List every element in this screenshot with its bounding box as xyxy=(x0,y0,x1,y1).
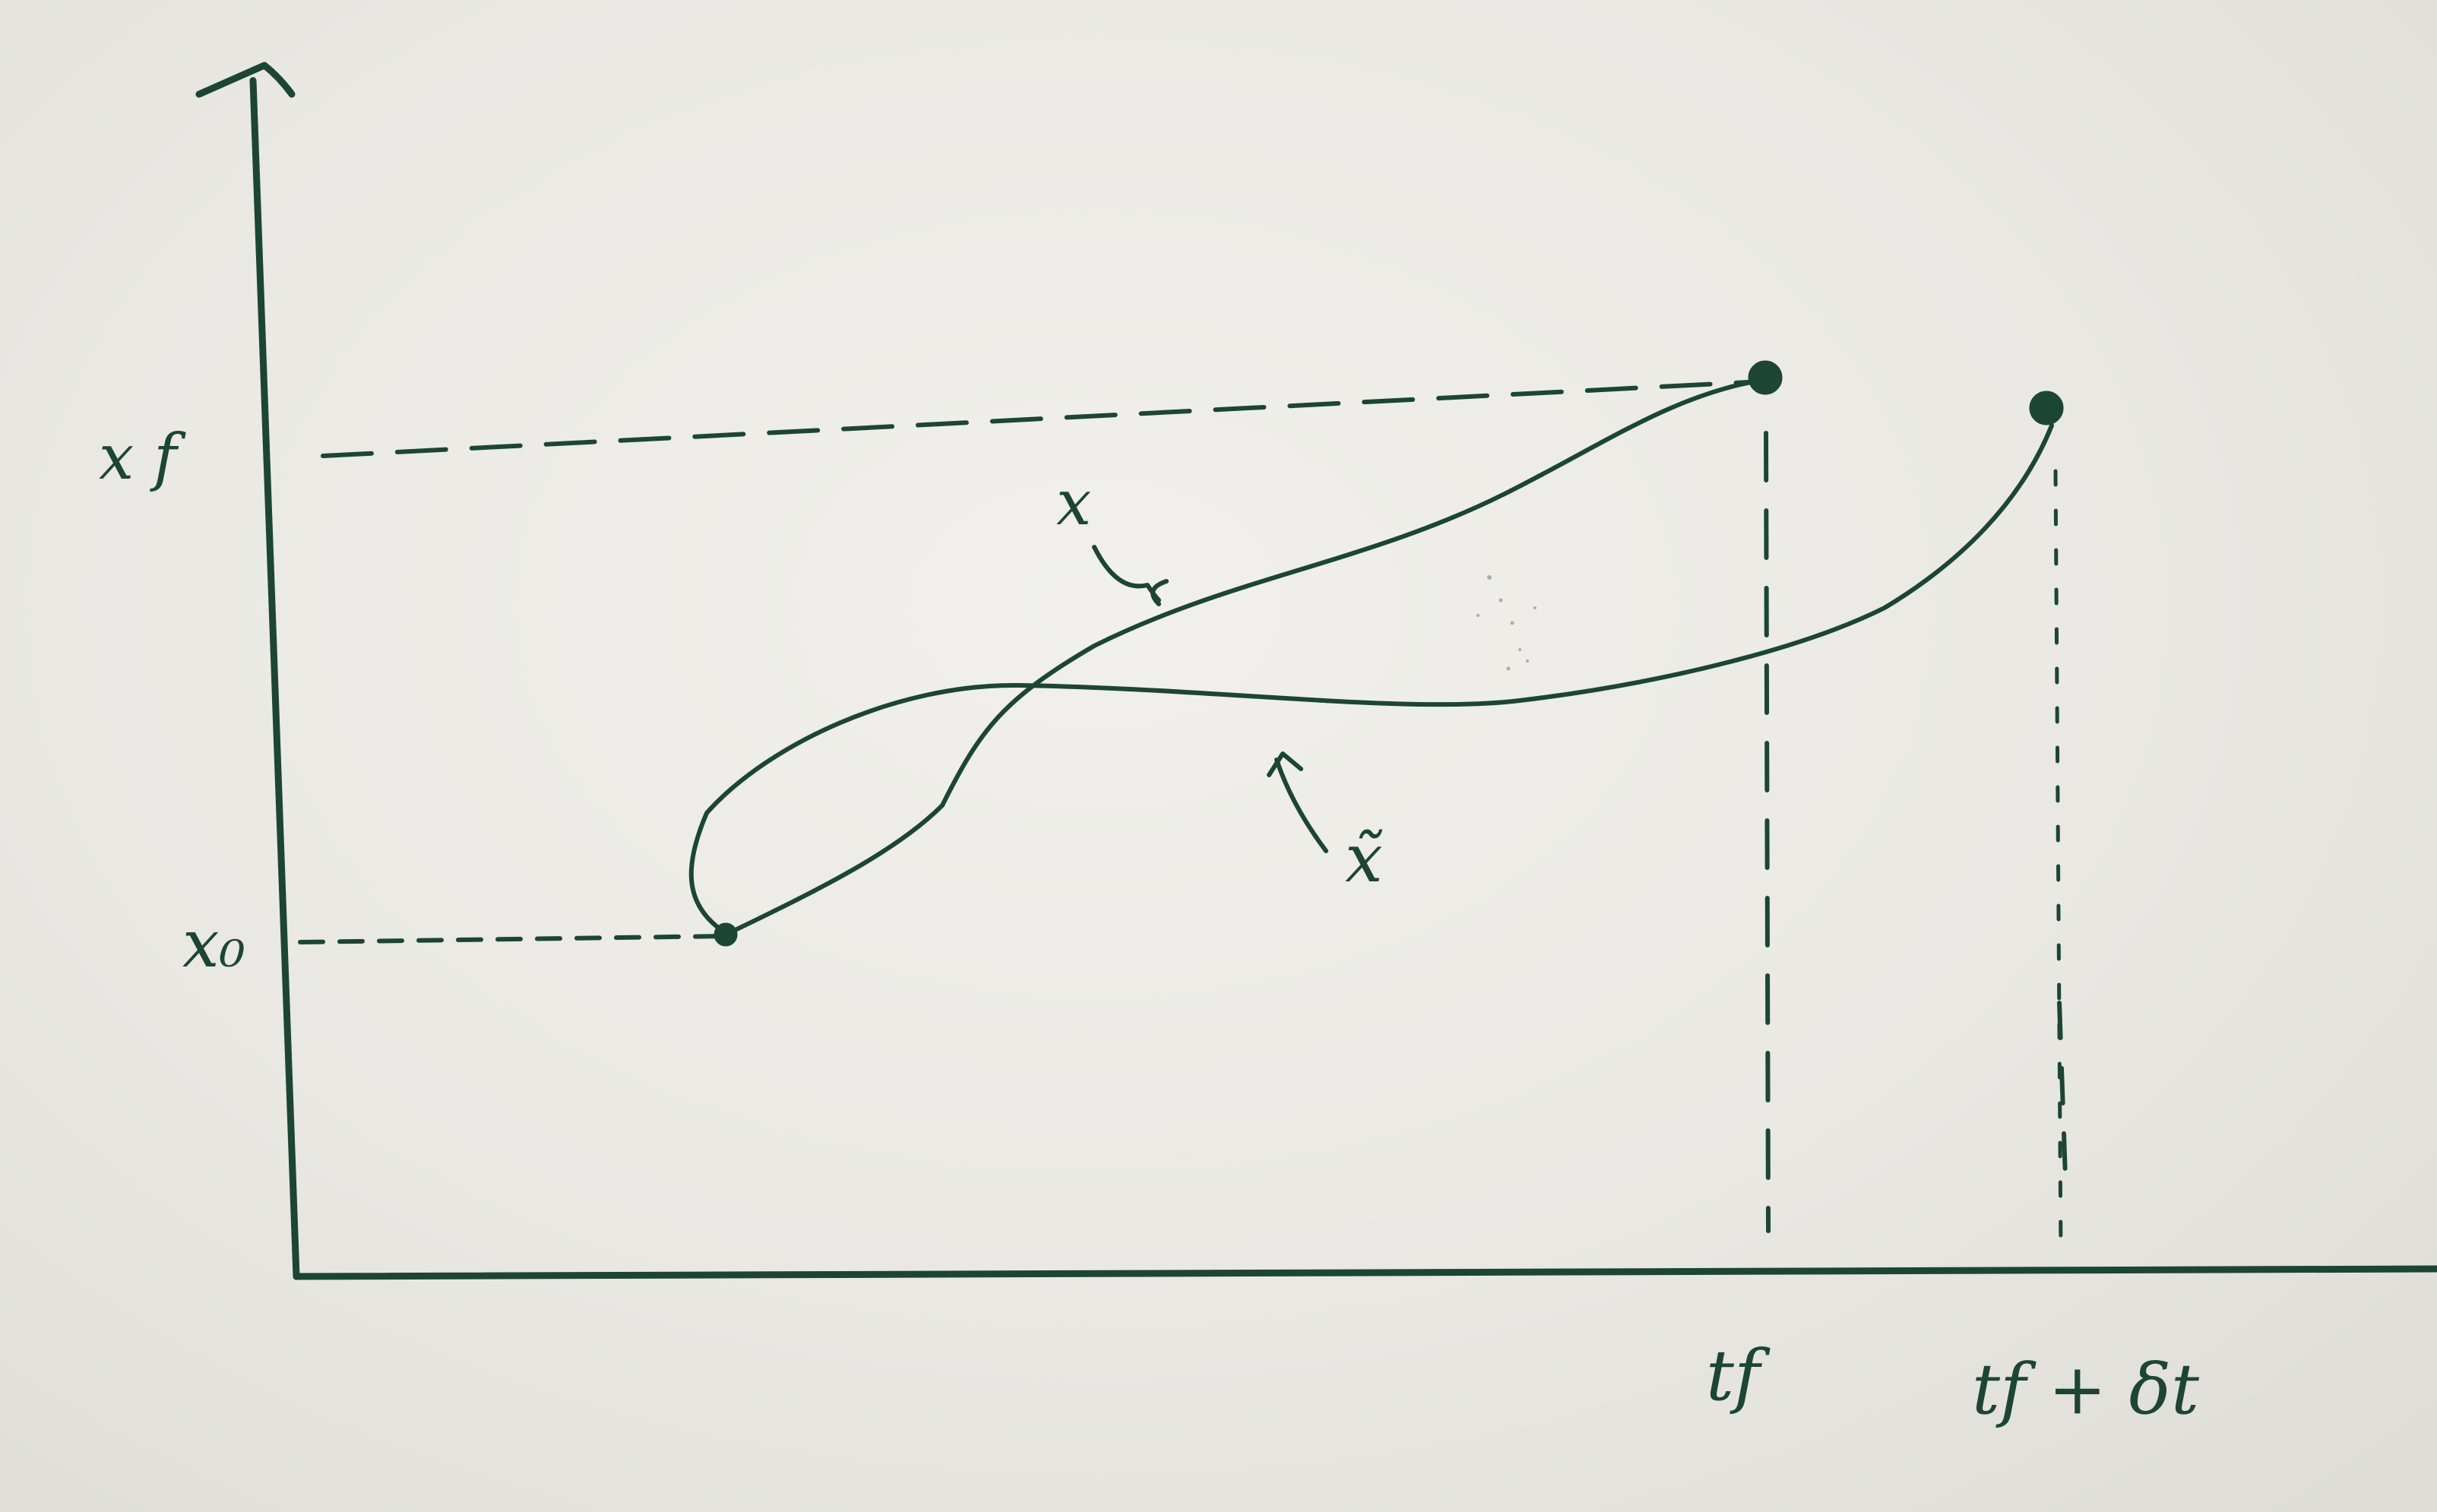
tf-dashed-guide xyxy=(1766,433,1768,1231)
x-tilde-label-pointer xyxy=(1277,760,1326,851)
x-axis xyxy=(296,1269,2437,1276)
label-x0: x₀ xyxy=(182,906,245,982)
tf-plus-dt-dotted-guide xyxy=(2056,471,2061,1254)
label-curve-x-tilde: x̃ xyxy=(1345,819,1383,897)
x-label-pointer xyxy=(1094,547,1159,600)
ink-speckle xyxy=(1476,575,1537,671)
x-tilde-label-pointer-hook xyxy=(1269,754,1301,775)
xf-dashed-guide xyxy=(323,381,1763,456)
end-point-x-tilde xyxy=(2030,391,2063,425)
end-point-x xyxy=(1749,361,1782,394)
label-tf: tf xyxy=(1706,1335,1771,1416)
trajectory-x xyxy=(726,380,1763,935)
x0-dashed-guide xyxy=(300,936,726,942)
label-xf: x f xyxy=(99,422,186,494)
y-axis-arrowhead xyxy=(199,65,292,94)
label-tf-plus-delta-t: tf + δt xyxy=(1972,1349,2200,1430)
start-point xyxy=(714,923,737,946)
y-axis xyxy=(253,81,296,1276)
label-curve-x: x xyxy=(1056,467,1091,539)
